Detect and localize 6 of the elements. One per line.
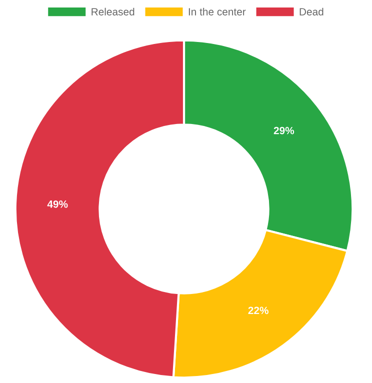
data-label: 29% (274, 126, 294, 134)
legend-label: In the center (188, 8, 246, 16)
data-label: 22% (248, 306, 268, 314)
data-label: 49% (47, 200, 68, 208)
legend-label: Released (92, 8, 134, 16)
legend-label: Dead (300, 8, 324, 16)
